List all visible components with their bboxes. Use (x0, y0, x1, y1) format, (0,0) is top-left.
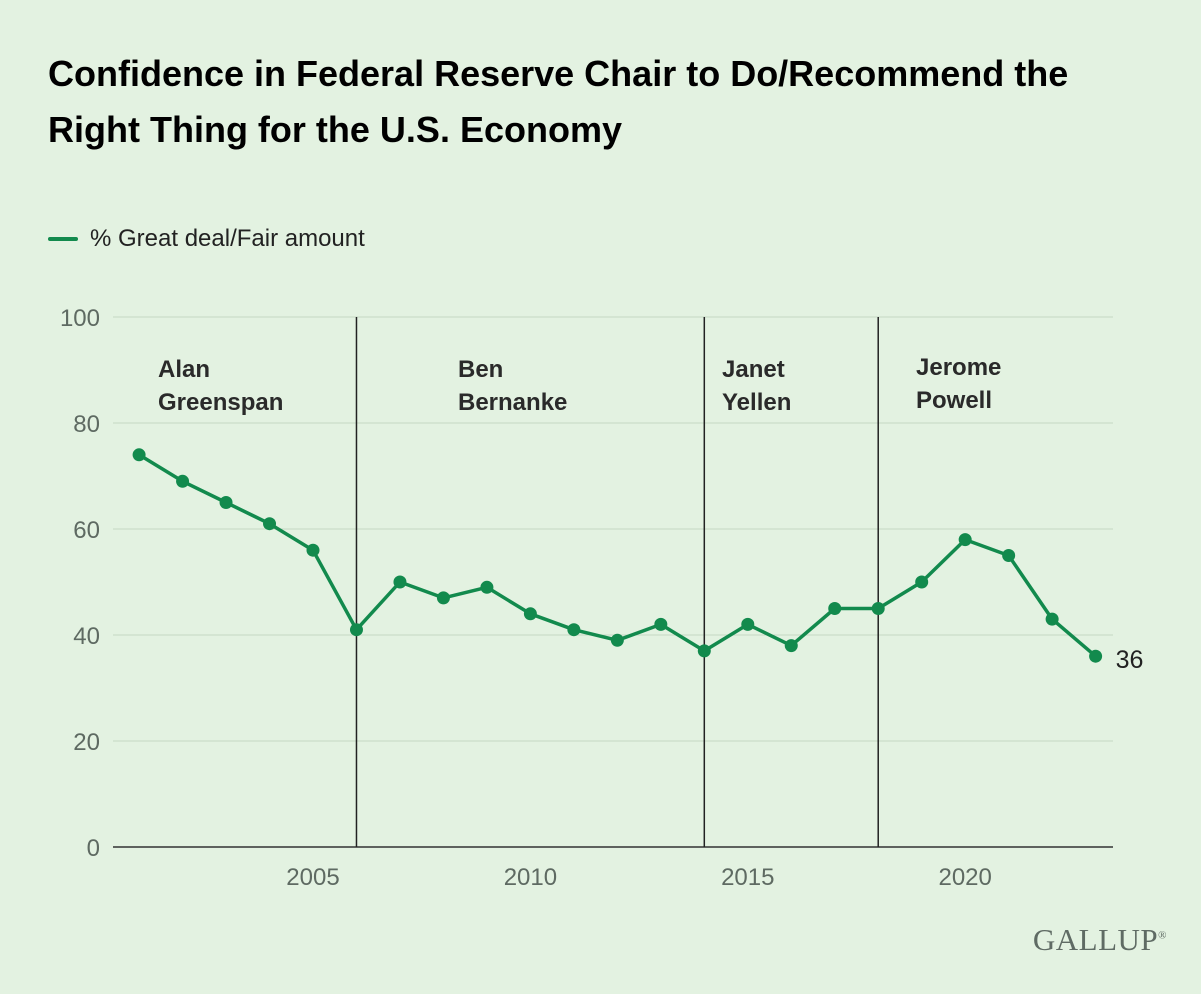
gallup-logo: GALLUP® (1032, 922, 1167, 957)
data-point (1045, 612, 1059, 626)
data-point (567, 623, 581, 637)
data-point (958, 533, 972, 547)
y-tick-label: 40 (73, 623, 100, 650)
data-point (1002, 549, 1016, 562)
era-label: Ben (458, 356, 503, 383)
data-point (176, 474, 190, 488)
y-tick-label: 20 (73, 729, 100, 756)
data-point (306, 543, 320, 557)
x-tick-label: 2005 (286, 864, 339, 891)
data-point (654, 617, 668, 631)
data-point (784, 639, 798, 653)
legend-line-swatch (48, 237, 78, 241)
data-point (132, 448, 146, 462)
data-point (915, 575, 929, 589)
data-point (219, 496, 233, 509)
data-point (263, 517, 277, 531)
y-tick-label: 100 (60, 305, 100, 332)
era-label: Janet (722, 356, 785, 383)
x-tick-label: 2020 (938, 864, 991, 891)
data-point (436, 591, 450, 605)
era-label: Powell (916, 387, 992, 414)
era-label: Alan (158, 356, 210, 383)
era-label: Greenspan (158, 389, 283, 416)
legend-label: % Great deal/Fair amount (90, 225, 365, 252)
era-label: Yellen (722, 389, 791, 416)
y-tick-label: 80 (73, 411, 100, 438)
data-point (697, 644, 711, 658)
end-value-label: 36 (1116, 646, 1144, 674)
x-tick-label: 2015 (721, 864, 774, 891)
data-point (610, 633, 624, 647)
chart-title: Confidence in Federal Reserve Chair to D… (48, 53, 1069, 150)
y-tick-label: 0 (87, 835, 100, 862)
data-point (871, 602, 885, 615)
series-line (137, 453, 1098, 658)
data-point (741, 617, 755, 631)
y-tick-label: 60 (73, 517, 100, 544)
data-point (828, 602, 842, 615)
data-point (480, 580, 494, 594)
x-tick-label: 2010 (504, 864, 557, 891)
era-label: Jerome (916, 354, 1001, 381)
data-point (1089, 649, 1103, 663)
era-label: Bernanke (458, 389, 567, 416)
data-point (349, 623, 363, 637)
data-point (393, 575, 407, 589)
data-point (523, 607, 537, 621)
legend: % Great deal/Fair amount (48, 225, 365, 253)
